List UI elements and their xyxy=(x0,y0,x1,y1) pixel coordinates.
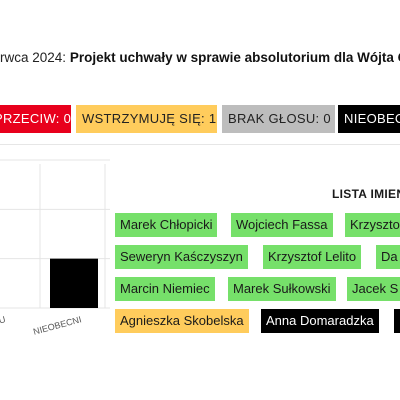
name-tag: Agnieszka Skobelska xyxy=(115,309,249,333)
bar-nieobecni xyxy=(50,258,98,308)
vote-title: rwca 2024: Projekt uchwały w sprawie abs… xyxy=(0,44,400,72)
name-tag: Krzyszto xyxy=(345,213,400,237)
vote-date: rwca 2024: xyxy=(0,50,67,65)
chart-svg: SU NIEOBECNI xyxy=(0,159,110,337)
name-tag xyxy=(394,309,400,333)
name-tag: Anna Domaradzka xyxy=(261,309,379,333)
no-vote-badge: BRAK GŁOSU: 0 xyxy=(222,105,335,133)
divider xyxy=(0,144,400,145)
vote-chart: SU NIEOBECNI xyxy=(0,150,110,350)
list-title: LISTA IMIEN xyxy=(332,187,400,201)
name-tag: Marek Sułkowski xyxy=(228,277,336,301)
name-tag: Marcin Niemiec xyxy=(115,277,215,301)
name-tag: Krzysztof Lelito xyxy=(263,245,362,269)
against-badge: PRZECIW: 0 xyxy=(0,105,71,133)
name-tag: Da xyxy=(376,245,400,269)
x-tick-label: NIEOBECNI xyxy=(32,314,82,336)
x-tick-label: SU xyxy=(0,314,7,327)
resolution-title: Projekt uchwały w sprawie absolutorium d… xyxy=(69,50,400,65)
abstain-badge: WSTRZYMUJĘ SIĘ: 1 xyxy=(76,105,217,133)
name-tag: Wojciech Fassa xyxy=(231,213,333,237)
name-tag: Jacek S xyxy=(347,277,400,301)
name-tag: Marek Chłopicki xyxy=(115,213,218,237)
absent-badge: NIEOBECNI xyxy=(338,105,400,133)
name-tag: Seweryn Kaśczyszyn xyxy=(115,245,248,269)
